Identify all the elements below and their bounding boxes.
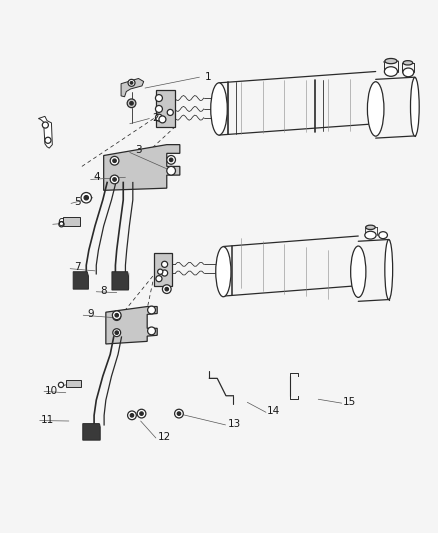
Circle shape — [128, 79, 135, 86]
Text: 3: 3 — [135, 145, 142, 155]
Circle shape — [113, 313, 120, 320]
Ellipse shape — [379, 232, 388, 239]
Text: 2: 2 — [152, 112, 159, 123]
Polygon shape — [104, 144, 180, 190]
Circle shape — [115, 315, 118, 318]
Ellipse shape — [211, 83, 227, 135]
Circle shape — [156, 276, 162, 282]
Circle shape — [113, 311, 121, 320]
Text: 15: 15 — [343, 397, 356, 407]
Circle shape — [155, 106, 162, 112]
Bar — [66, 379, 81, 387]
Polygon shape — [73, 272, 88, 289]
Bar — [63, 217, 80, 227]
Circle shape — [148, 306, 155, 314]
Circle shape — [158, 269, 163, 274]
Bar — [156, 90, 176, 127]
Circle shape — [170, 158, 173, 161]
Circle shape — [155, 94, 162, 102]
Polygon shape — [83, 424, 100, 440]
Circle shape — [113, 329, 120, 336]
Circle shape — [113, 159, 116, 163]
Circle shape — [127, 99, 136, 108]
Ellipse shape — [403, 68, 414, 77]
Circle shape — [115, 331, 118, 334]
Ellipse shape — [367, 82, 384, 136]
Text: 11: 11 — [40, 415, 54, 425]
Text: 10: 10 — [45, 385, 58, 395]
Ellipse shape — [385, 67, 397, 76]
Polygon shape — [121, 78, 144, 97]
Circle shape — [130, 82, 133, 84]
Circle shape — [130, 414, 134, 417]
Text: 9: 9 — [87, 309, 94, 319]
Text: 4: 4 — [94, 172, 100, 182]
Polygon shape — [106, 306, 157, 344]
Circle shape — [165, 287, 169, 291]
Circle shape — [167, 166, 176, 175]
Bar — [154, 254, 172, 286]
Circle shape — [84, 196, 88, 200]
Text: 6: 6 — [57, 218, 64, 228]
Ellipse shape — [410, 77, 419, 136]
Circle shape — [162, 285, 171, 294]
Circle shape — [81, 192, 92, 203]
Ellipse shape — [385, 59, 397, 63]
Ellipse shape — [216, 247, 231, 297]
Text: 1: 1 — [205, 72, 212, 82]
Circle shape — [155, 114, 162, 121]
Circle shape — [162, 261, 168, 268]
Circle shape — [113, 177, 116, 181]
Circle shape — [137, 409, 146, 418]
Text: 14: 14 — [267, 406, 280, 416]
Ellipse shape — [366, 225, 375, 230]
Circle shape — [140, 412, 143, 415]
Circle shape — [177, 412, 181, 415]
Circle shape — [167, 109, 173, 116]
Circle shape — [148, 327, 155, 335]
Text: 13: 13 — [228, 419, 241, 429]
Ellipse shape — [385, 239, 392, 300]
Circle shape — [162, 270, 168, 276]
Polygon shape — [112, 272, 128, 290]
Circle shape — [42, 122, 48, 128]
Text: 5: 5 — [74, 197, 81, 207]
Circle shape — [167, 156, 176, 164]
Circle shape — [159, 116, 166, 123]
Text: 8: 8 — [100, 286, 107, 296]
Circle shape — [115, 313, 118, 317]
Circle shape — [45, 137, 51, 143]
Ellipse shape — [403, 61, 413, 65]
Polygon shape — [39, 116, 52, 148]
Circle shape — [175, 409, 184, 418]
Circle shape — [110, 156, 119, 165]
Ellipse shape — [351, 246, 366, 297]
Circle shape — [127, 411, 136, 419]
Circle shape — [130, 102, 133, 105]
Text: 12: 12 — [158, 432, 171, 442]
Ellipse shape — [365, 231, 376, 239]
Circle shape — [110, 175, 119, 184]
Circle shape — [58, 382, 64, 387]
Circle shape — [59, 222, 64, 227]
Text: 7: 7 — [74, 262, 81, 272]
